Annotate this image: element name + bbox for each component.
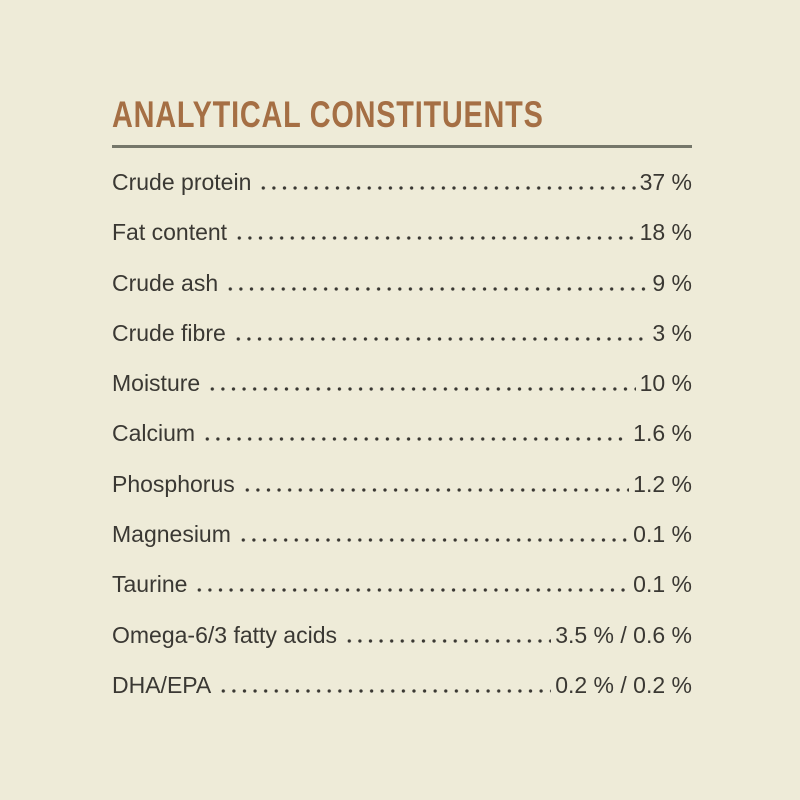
dot-leader [241,487,630,492]
constituent-row: Phosphorus 1.2 % [112,459,692,509]
analytical-constituents-panel: ANALYTICAL CONSTITUENTS Crude protein 37… [112,0,692,710]
constituent-row: Omega-6/3 fatty acids 3.5 % / 0.6 % [112,610,692,660]
constituent-row: Crude fibre 3 % [112,308,692,358]
constituent-value: 1.2 % [633,470,692,497]
dot-leader [194,588,630,593]
dot-leader [234,236,636,241]
constituent-label: Crude protein [112,169,252,195]
constituent-row: Calcium 1.6 % [112,408,692,458]
constituent-value: 9 % [652,269,692,296]
dot-leader [237,538,630,543]
constituent-label: Taurine [112,571,188,598]
constituent-label: DHA/EPA [112,671,212,698]
constituent-label: Crude ash [112,269,219,296]
constituent-value: 3.5 % / 0.6 % [555,621,692,648]
constituent-label: Crude fibre [112,319,226,346]
constituent-value: 0.1 % [633,521,692,548]
constituent-value: 18 % [639,219,692,246]
constituent-label: Omega-6/3 fatty acids [112,621,337,648]
constituent-value: 3 % [652,319,692,346]
page-title: ANALYTICAL CONSTITUENTS [112,94,544,135]
constituent-value: 10 % [639,370,692,397]
constituent-label: Phosphorus [112,470,235,497]
dot-leader [232,336,649,341]
constituent-label: Fat content [112,219,228,246]
constituents-list: Crude protein 37 % Fat content 18 % Crud… [112,148,692,710]
dot-leader [207,387,636,392]
constituent-label: Moisture [112,370,201,397]
constituent-label: Magnesium [112,521,231,548]
dot-leader [202,437,630,442]
constituent-value: 0.2 % / 0.2 % [555,671,692,698]
constituent-row: Crude protein 37 % [112,157,692,207]
constituent-row: Moisture 10 % [112,358,692,408]
dot-leader [218,688,552,693]
constituent-row: DHA/EPA 0.2 % / 0.2 % [112,660,692,710]
dot-leader [344,638,552,643]
dot-leader [258,186,636,190]
constituent-label: Calcium [112,420,196,447]
constituent-row: Crude ash 9 % [112,258,692,308]
dot-leader [225,286,649,291]
title-divider [112,145,692,148]
constituent-row: Taurine 0.1 % [112,559,692,609]
constituent-value: 0.1 % [633,571,692,598]
constituent-value: 37 % [639,169,692,195]
constituent-value: 1.6 % [633,420,692,447]
constituent-row: Fat content 18 % [112,207,692,257]
constituent-row: Magnesium 0.1 % [112,509,692,559]
